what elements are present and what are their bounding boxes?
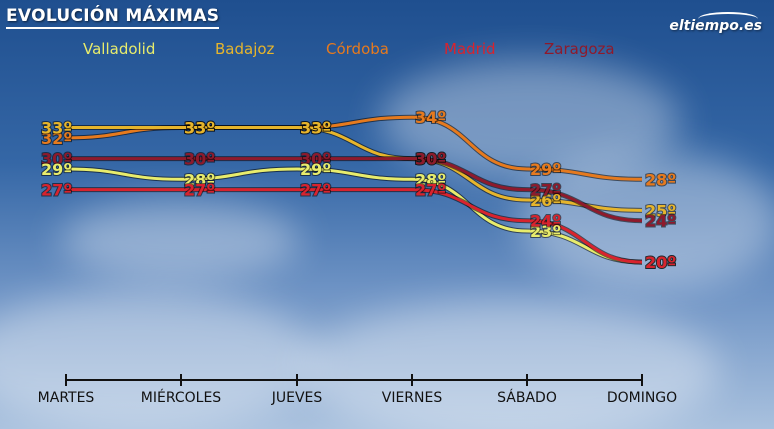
cloud-decoration — [520, 150, 774, 290]
data-label: 28º — [645, 170, 676, 189]
data-label: 30º — [41, 150, 72, 169]
data-label: 34º — [415, 108, 446, 127]
title-bar: EVOLUCIÓN MÁXIMAS — [0, 4, 225, 29]
data-label: 33º — [300, 119, 331, 138]
data-label: 27º — [300, 181, 331, 200]
data-label: 27º — [41, 181, 72, 200]
data-label: 25º — [645, 201, 676, 220]
data-label: 28º — [415, 170, 446, 189]
cloud-decoration — [0, 290, 320, 429]
data-label: 20º — [645, 253, 676, 272]
cloud-decoration — [60, 200, 300, 280]
data-label: 33º — [41, 119, 72, 138]
data-label: 29º — [530, 160, 561, 179]
chart-legend: Valladolid Badajoz Córdoba Madrid Zaragoza — [0, 40, 774, 64]
series-line-badajoz — [66, 126, 643, 212]
data-label: 27º — [530, 181, 561, 200]
x-tick-label: MARTES — [38, 390, 95, 406]
series-line-valladolid — [65, 167, 643, 264]
data-label: 30º — [415, 150, 446, 169]
data-label: 28º — [184, 170, 215, 189]
x-tick-label: DOMINGO — [607, 390, 677, 406]
data-label: 27º — [415, 181, 446, 200]
legend-item-valladolid: Valladolid — [83, 40, 156, 58]
brand-logo: eltiempo.es — [669, 18, 762, 34]
data-label: 29º — [300, 160, 331, 179]
data-label: 33º — [300, 119, 331, 138]
legend-item-badajoz: Badajoz — [215, 40, 275, 58]
data-label: 27º — [184, 181, 215, 200]
series-line-zaragoza — [66, 157, 643, 223]
cloud-decoration — [300, 300, 720, 429]
x-tick-label: MIÉRCOLES — [141, 389, 222, 406]
legend-item-madrid: Madrid — [444, 40, 496, 58]
data-label: 26º — [530, 191, 561, 210]
chart-title: EVOLUCIÓN MÁXIMAS — [6, 6, 220, 29]
data-label: 30º — [415, 150, 446, 169]
data-label: 20º — [645, 253, 676, 272]
x-tick-label: VIERNES — [382, 390, 443, 406]
series-line-madrid — [66, 188, 643, 264]
data-label: 24º — [645, 212, 676, 231]
data-label: 23º — [530, 222, 561, 241]
data-label: 29º — [41, 160, 72, 179]
x-tick-label: SÁBADO — [497, 389, 557, 406]
logo-arc-icon — [698, 12, 758, 26]
data-label: 33º — [184, 119, 215, 138]
data-label: 30º — [300, 150, 331, 169]
data-label: 32º — [41, 129, 72, 148]
data-label: 30º — [184, 150, 215, 169]
x-tick-label: JUEVES — [271, 390, 323, 406]
data-label: 33º — [184, 119, 215, 138]
data-label: 24º — [530, 212, 561, 231]
legend-item-zaragoza: Zaragoza — [544, 40, 615, 58]
legend-item-crdoba: Córdoba — [326, 40, 389, 58]
